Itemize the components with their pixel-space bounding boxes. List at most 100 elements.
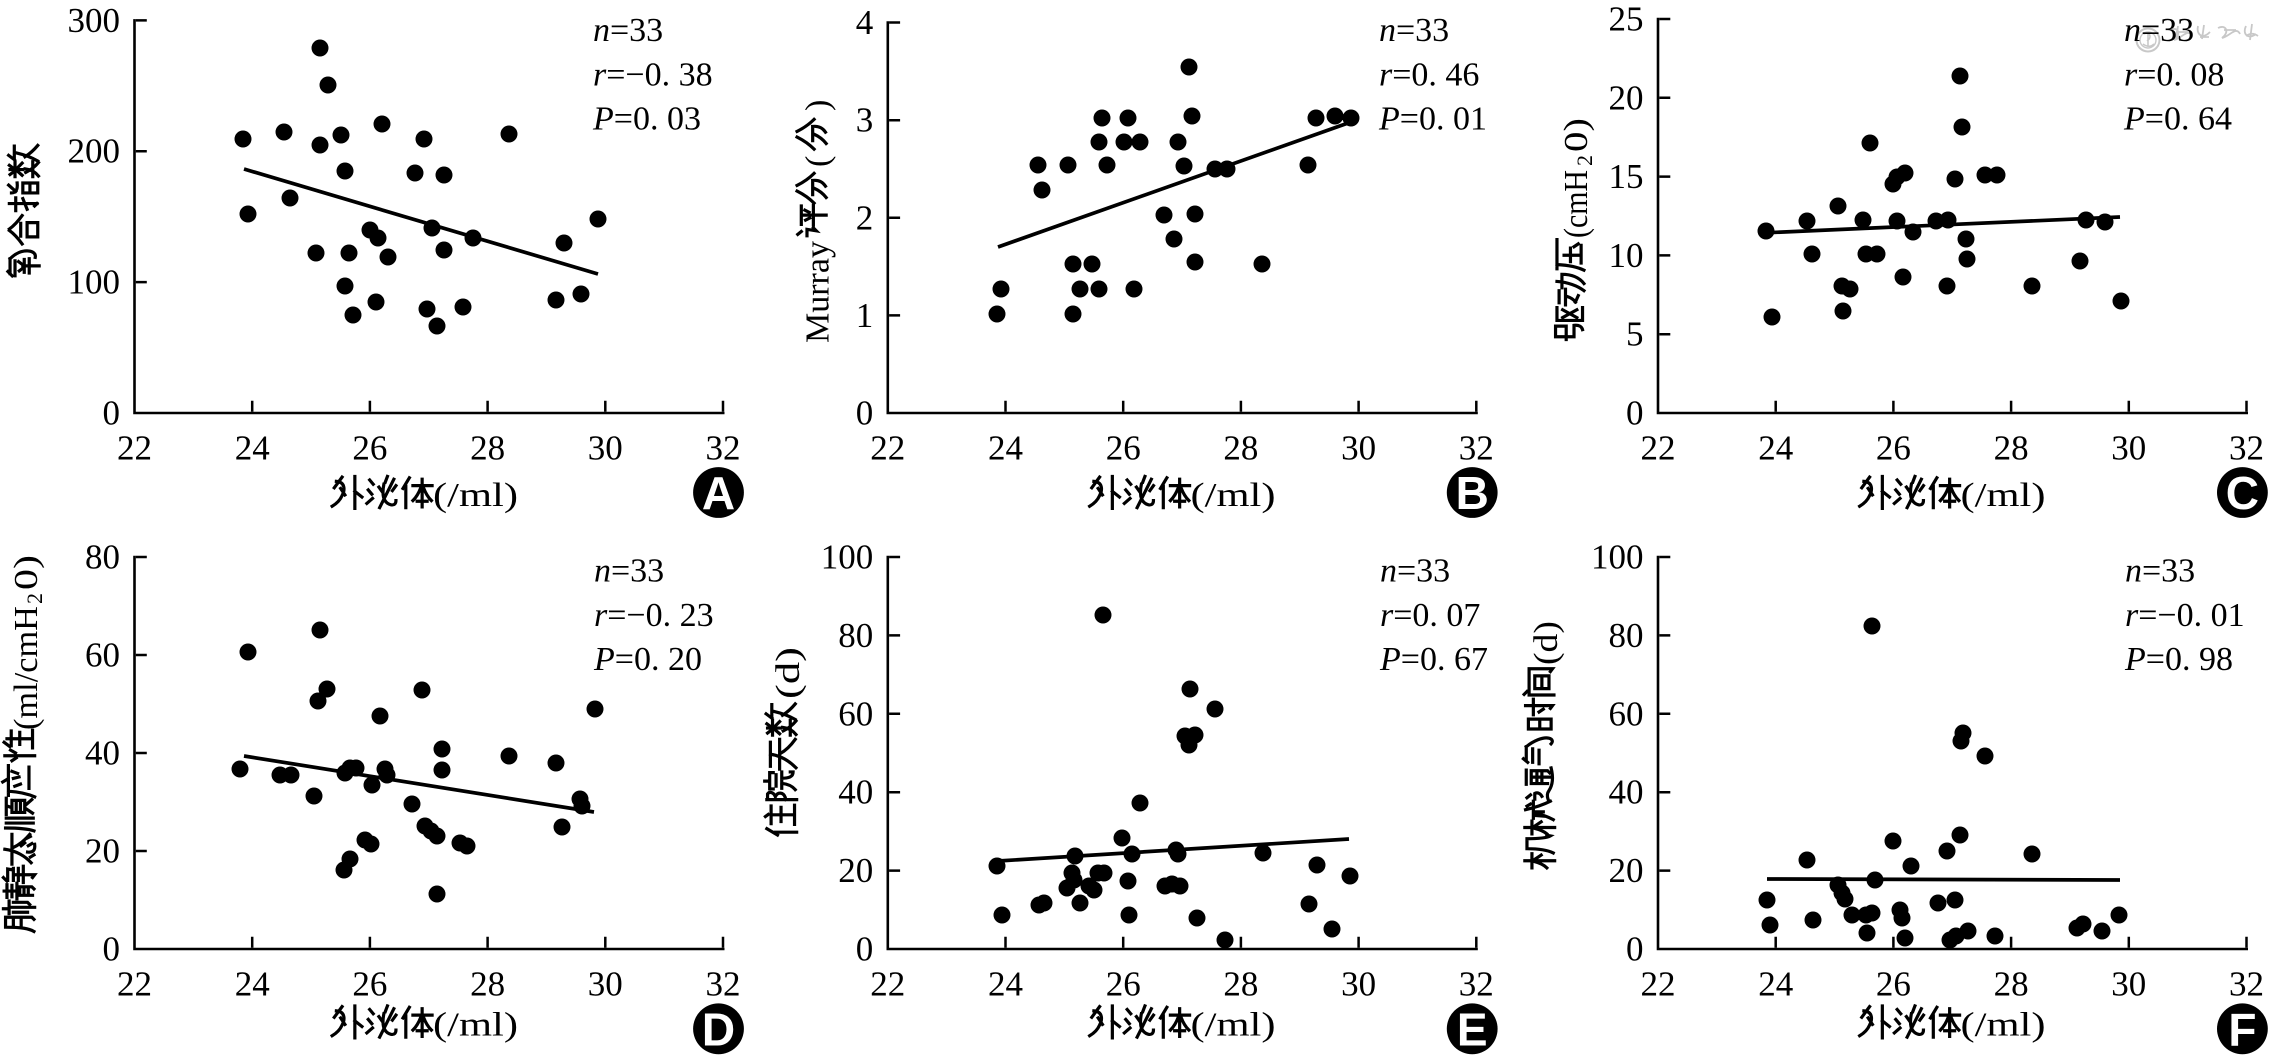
svg-text:1: 1 — [856, 296, 874, 335]
svg-text:32: 32 — [1459, 429, 1494, 468]
svg-text:n=33: n=33 — [2124, 12, 2194, 49]
svg-text:28: 28 — [1223, 965, 1258, 1004]
svg-text:30: 30 — [588, 965, 623, 1004]
svg-text:15: 15 — [1609, 157, 1644, 196]
svg-text:300: 300 — [68, 1, 121, 40]
svg-text:80: 80 — [838, 616, 873, 655]
svg-text:F: F — [2228, 1004, 2256, 1056]
svg-text:28: 28 — [470, 965, 505, 1004]
svg-text:100: 100 — [1591, 538, 1644, 577]
svg-text:30: 30 — [1341, 429, 1376, 468]
svg-text:24: 24 — [988, 429, 1023, 468]
svg-text:r=0. 46: r=0. 46 — [1379, 56, 1479, 93]
svg-text:20: 20 — [1609, 78, 1644, 117]
svg-text:n=33: n=33 — [594, 553, 664, 590]
svg-text:40: 40 — [85, 734, 120, 773]
svg-text:20: 20 — [1609, 851, 1644, 890]
svg-text:26: 26 — [1106, 965, 1141, 1004]
svg-text:60: 60 — [1609, 694, 1644, 733]
svg-text:30: 30 — [2111, 965, 2146, 1004]
svg-text:P=0. 20: P=0. 20 — [593, 641, 702, 678]
svg-text:40: 40 — [1609, 773, 1644, 812]
svg-text:32: 32 — [2229, 965, 2264, 1004]
svg-text:n=33: n=33 — [593, 12, 663, 49]
svg-text:D: D — [702, 1004, 735, 1056]
svg-text:r=−0. 01: r=−0. 01 — [2125, 597, 2245, 634]
svg-text:0: 0 — [1626, 930, 1644, 969]
svg-text:P=0. 03: P=0. 03 — [592, 101, 701, 138]
svg-text:26: 26 — [1106, 429, 1141, 468]
svg-text:(/ml): (/ml) — [1961, 477, 2046, 514]
svg-text:2: 2 — [22, 593, 47, 604]
svg-text:(/ml): (/ml) — [1191, 1007, 1276, 1044]
svg-text:(/ml): (/ml) — [433, 1007, 518, 1044]
svg-text:26: 26 — [352, 965, 387, 1004]
svg-text:32: 32 — [706, 965, 741, 1004]
svg-text:(: ( — [800, 156, 837, 167]
svg-text:24: 24 — [1758, 965, 1793, 1004]
svg-text:0: 0 — [103, 394, 121, 433]
svg-text:22: 22 — [117, 429, 152, 468]
svg-text:0: 0 — [103, 930, 121, 969]
svg-text:0: 0 — [856, 394, 874, 433]
svg-text:5: 5 — [1626, 315, 1644, 354]
svg-text:32: 32 — [706, 429, 741, 468]
svg-text:): ) — [800, 100, 837, 111]
svg-text:0): 0) — [8, 555, 45, 590]
svg-text:r=0. 07: r=0. 07 — [1380, 597, 1480, 634]
svg-text:(d): (d) — [1528, 621, 1565, 665]
svg-text:2: 2 — [856, 198, 874, 237]
svg-text:100: 100 — [821, 538, 874, 577]
svg-text:26: 26 — [1876, 429, 1911, 468]
svg-text:22: 22 — [870, 965, 905, 1004]
svg-text:24: 24 — [1758, 429, 1793, 468]
svg-text:22: 22 — [870, 429, 905, 468]
svg-text:200: 200 — [68, 132, 121, 171]
svg-text:P=0. 67: P=0. 67 — [1379, 641, 1488, 678]
svg-text:(d): (d) — [770, 647, 807, 699]
svg-text:(/ml): (/ml) — [1961, 1007, 2046, 1044]
svg-text:n=33: n=33 — [1380, 553, 1450, 590]
svg-text:40: 40 — [838, 773, 873, 812]
svg-text:100: 100 — [68, 263, 121, 302]
svg-text:3: 3 — [856, 101, 874, 140]
svg-text:28: 28 — [470, 429, 505, 468]
svg-text:80: 80 — [1609, 616, 1644, 655]
svg-text:C: C — [2226, 467, 2259, 519]
svg-text:n=33: n=33 — [1379, 12, 1449, 49]
svg-text:24: 24 — [235, 965, 270, 1004]
svg-text:Murray: Murray — [800, 241, 837, 343]
svg-text:P=0. 98: P=0. 98 — [2124, 641, 2233, 678]
svg-text:2: 2 — [1572, 155, 1597, 166]
svg-text:(ml/cmH: (ml/cmH — [8, 606, 45, 730]
svg-text:0: 0 — [1626, 394, 1644, 433]
svg-text:r=0. 08: r=0. 08 — [2124, 56, 2224, 93]
svg-text:(cmH: (cmH — [1558, 170, 1595, 238]
svg-text:30: 30 — [588, 429, 623, 468]
svg-text:P=0. 64: P=0. 64 — [2123, 101, 2232, 138]
svg-text:0): 0) — [1558, 118, 1595, 152]
svg-text:22: 22 — [1641, 965, 1676, 1004]
svg-text:30: 30 — [2111, 429, 2146, 468]
svg-text:28: 28 — [1994, 965, 2029, 1004]
svg-text:26: 26 — [352, 429, 387, 468]
svg-text:10: 10 — [1609, 236, 1644, 275]
svg-text:(/ml): (/ml) — [433, 477, 518, 514]
svg-text:26: 26 — [1876, 965, 1911, 1004]
svg-text:80: 80 — [85, 538, 120, 577]
svg-text:24: 24 — [235, 429, 270, 468]
svg-text:22: 22 — [1641, 429, 1676, 468]
svg-text:24: 24 — [988, 965, 1023, 1004]
svg-text:(/ml): (/ml) — [1191, 477, 1276, 514]
svg-text:25: 25 — [1609, 0, 1644, 39]
svg-text:0: 0 — [856, 930, 874, 969]
svg-text:32: 32 — [2229, 429, 2264, 468]
svg-text:22: 22 — [117, 965, 152, 1004]
svg-text:r=−0. 23: r=−0. 23 — [594, 597, 714, 634]
svg-text:P=0. 01: P=0. 01 — [1378, 101, 1487, 138]
svg-text:20: 20 — [85, 832, 120, 871]
svg-text:28: 28 — [1223, 429, 1258, 468]
svg-text:4: 4 — [856, 3, 874, 42]
svg-text:B: B — [1456, 467, 1489, 519]
svg-text:28: 28 — [1994, 429, 2029, 468]
